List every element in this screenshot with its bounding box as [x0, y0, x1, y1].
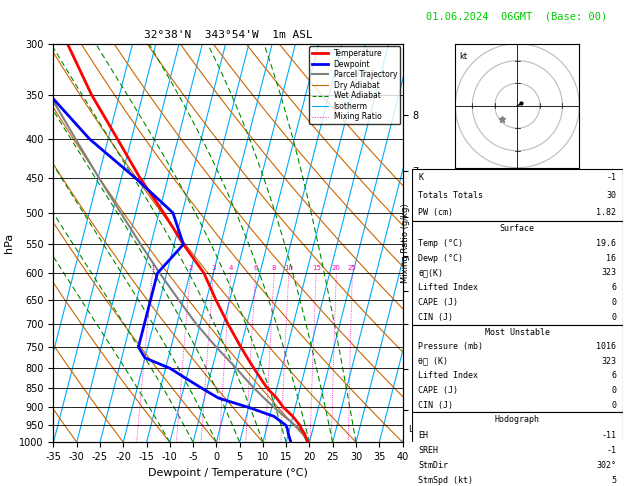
Y-axis label: km
ASL: km ASL: [435, 232, 453, 254]
Text: 20: 20: [332, 265, 341, 271]
Text: CIN (J): CIN (J): [418, 313, 454, 322]
Text: -1: -1: [606, 446, 616, 455]
Text: CAPE (J): CAPE (J): [418, 386, 459, 395]
Text: 15: 15: [312, 265, 321, 271]
Text: 1016: 1016: [596, 342, 616, 351]
Text: 6: 6: [611, 283, 616, 292]
Text: 2: 2: [188, 265, 192, 271]
Text: 323: 323: [601, 268, 616, 278]
Text: -1: -1: [606, 174, 616, 182]
Text: 10: 10: [284, 265, 293, 271]
Text: Pressure (mb): Pressure (mb): [418, 342, 483, 351]
Title: 32°38'N  343°54'W  1m ASL: 32°38'N 343°54'W 1m ASL: [143, 30, 313, 40]
Text: StmSpd (kt): StmSpd (kt): [418, 476, 473, 485]
Text: CIN (J): CIN (J): [418, 400, 454, 410]
FancyBboxPatch shape: [412, 412, 623, 486]
Text: 30: 30: [606, 191, 616, 200]
Text: 323: 323: [601, 357, 616, 366]
Text: θᴄ (K): θᴄ (K): [418, 357, 448, 366]
Text: Surface: Surface: [500, 224, 535, 233]
Text: 25: 25: [348, 265, 357, 271]
Legend: Temperature, Dewpoint, Parcel Trajectory, Dry Adiabat, Wet Adiabat, Isotherm, Mi: Temperature, Dewpoint, Parcel Trajectory…: [309, 46, 400, 124]
Text: -11: -11: [601, 431, 616, 439]
Text: Temp (°C): Temp (°C): [418, 239, 464, 248]
Text: Mixing Ratio (g/kg): Mixing Ratio (g/kg): [401, 203, 410, 283]
Text: 01.06.2024  06GMT  (Base: 00): 01.06.2024 06GMT (Base: 00): [426, 12, 608, 22]
Text: 1: 1: [150, 265, 155, 271]
Text: 1.82: 1.82: [596, 208, 616, 217]
Text: 16: 16: [606, 254, 616, 262]
Text: Most Unstable: Most Unstable: [485, 328, 550, 336]
Text: LCL: LCL: [408, 425, 423, 434]
Text: 6: 6: [611, 371, 616, 381]
FancyBboxPatch shape: [412, 325, 623, 412]
Text: 0: 0: [611, 400, 616, 410]
Text: PW (cm): PW (cm): [418, 208, 454, 217]
Text: 0: 0: [611, 298, 616, 307]
FancyBboxPatch shape: [412, 169, 623, 221]
Text: 19.6: 19.6: [596, 239, 616, 248]
X-axis label: Dewpoint / Temperature (°C): Dewpoint / Temperature (°C): [148, 468, 308, 478]
Text: 3: 3: [211, 265, 216, 271]
Text: CAPE (J): CAPE (J): [418, 298, 459, 307]
Y-axis label: hPa: hPa: [4, 233, 14, 253]
Text: 6: 6: [253, 265, 258, 271]
Text: EH: EH: [418, 431, 428, 439]
Text: Lifted Index: Lifted Index: [418, 371, 478, 381]
Text: 302°: 302°: [596, 461, 616, 470]
Text: Dewp (°C): Dewp (°C): [418, 254, 464, 262]
Text: K: K: [418, 174, 423, 182]
FancyBboxPatch shape: [412, 221, 623, 325]
Text: Lifted Index: Lifted Index: [418, 283, 478, 292]
Text: 0: 0: [611, 386, 616, 395]
Text: StmDir: StmDir: [418, 461, 448, 470]
Text: 0: 0: [611, 313, 616, 322]
Text: SREH: SREH: [418, 446, 438, 455]
Text: kt: kt: [459, 52, 467, 61]
Text: θᴄ(K): θᴄ(K): [418, 268, 443, 278]
Text: Hodograph: Hodograph: [495, 416, 540, 424]
Text: Totals Totals: Totals Totals: [418, 191, 483, 200]
Text: 4: 4: [228, 265, 233, 271]
Text: 8: 8: [272, 265, 276, 271]
Text: 5: 5: [611, 476, 616, 485]
